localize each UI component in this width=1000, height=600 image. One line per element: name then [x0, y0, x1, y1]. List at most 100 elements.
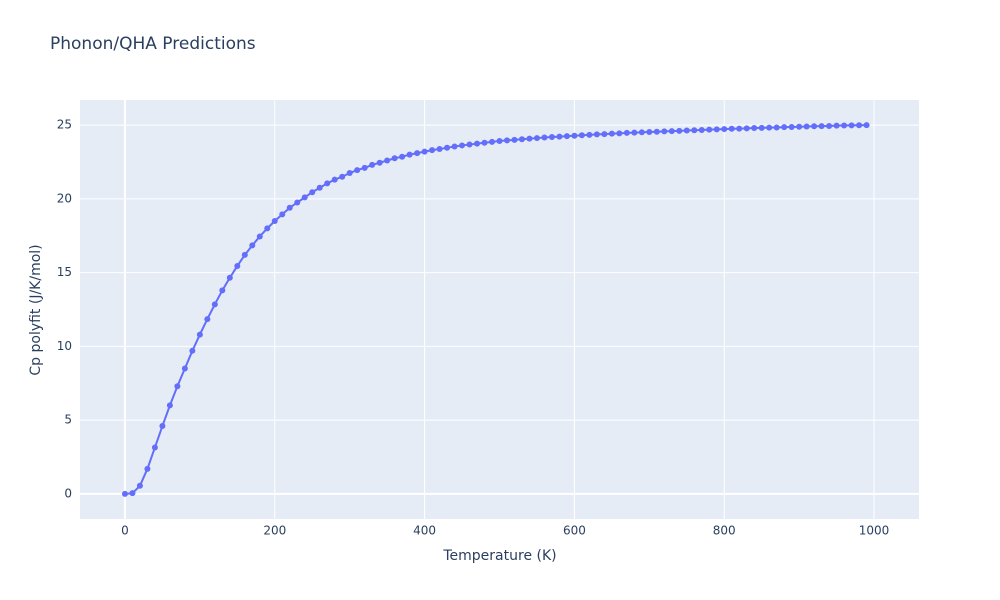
marker: [526, 135, 533, 142]
x-tick-label: 800: [713, 524, 736, 538]
marker: [541, 134, 548, 141]
y-tick-label: 10: [57, 339, 72, 353]
x-tick-label: 1000: [859, 524, 890, 538]
marker: [683, 127, 690, 134]
marker: [848, 122, 855, 129]
marker: [571, 132, 578, 139]
marker: [646, 129, 653, 136]
marker: [196, 331, 203, 338]
x-axis-title: Temperature (K): [442, 548, 556, 564]
marker: [856, 122, 863, 129]
marker: [346, 170, 353, 177]
marker: [863, 122, 870, 129]
marker: [369, 161, 376, 168]
marker: [721, 126, 728, 133]
marker: [661, 128, 668, 135]
marker: [144, 465, 151, 472]
marker: [518, 136, 525, 143]
marker: [331, 176, 338, 183]
marker: [354, 167, 361, 174]
marker: [841, 122, 848, 129]
marker: [151, 444, 158, 451]
marker: [578, 132, 585, 139]
marker: [219, 287, 226, 294]
marker: [601, 131, 608, 138]
marker: [668, 128, 675, 135]
marker: [451, 143, 458, 150]
marker: [264, 225, 271, 232]
marker: [339, 173, 346, 180]
marker: [294, 199, 301, 206]
marker: [279, 211, 286, 218]
marker: [481, 139, 488, 146]
marker: [698, 126, 705, 133]
marker: [459, 142, 466, 149]
marker: [811, 123, 818, 130]
marker: [174, 383, 181, 390]
x-tick-label: 600: [563, 524, 586, 538]
marker: [766, 124, 773, 131]
marker: [271, 217, 278, 224]
y-tick-label: 20: [57, 191, 72, 205]
marker: [496, 138, 503, 145]
marker: [653, 128, 660, 135]
marker: [616, 130, 623, 137]
marker: [803, 123, 810, 130]
marker: [563, 133, 570, 140]
marker: [691, 127, 698, 134]
y-tick-label: 25: [57, 118, 72, 132]
marker: [436, 145, 443, 152]
marker: [129, 490, 136, 497]
marker: [556, 133, 563, 140]
x-tick-label: 200: [263, 524, 286, 538]
y-tick-label: 15: [57, 265, 72, 279]
marker: [631, 129, 638, 136]
marker: [781, 124, 788, 131]
marker: [548, 134, 555, 141]
marker: [638, 129, 645, 136]
marker: [751, 125, 758, 132]
marker: [818, 123, 825, 130]
marker: [743, 125, 750, 132]
marker: [204, 316, 211, 323]
marker: [706, 126, 713, 133]
x-tick-label: 400: [413, 524, 436, 538]
marker: [376, 159, 383, 166]
marker: [361, 164, 368, 171]
marker: [391, 155, 398, 162]
marker: [234, 262, 241, 269]
marker: [249, 242, 256, 249]
marker: [241, 251, 248, 258]
marker: [301, 194, 308, 201]
marker: [593, 131, 600, 138]
marker: [406, 151, 413, 158]
marker: [226, 274, 233, 281]
marker: [166, 402, 173, 409]
y-tick-label: 5: [64, 413, 72, 427]
marker: [533, 135, 540, 142]
y-tick-label: 0: [64, 486, 72, 500]
marker: [136, 482, 143, 489]
marker: [309, 189, 316, 196]
marker: [826, 122, 833, 129]
x-tick-label: 0: [121, 524, 129, 538]
y-axis-title: Cp polyfit (J/K/mol): [28, 244, 44, 375]
line: [124, 124, 867, 495]
marker: [429, 147, 436, 154]
marker: [444, 144, 451, 151]
marker: [676, 127, 683, 134]
marker: [181, 365, 188, 372]
marker: [511, 136, 518, 143]
marker: [773, 124, 780, 131]
marker: [256, 233, 263, 240]
marker: [384, 157, 391, 164]
marker: [421, 148, 428, 155]
marker: [159, 423, 166, 430]
marker: [713, 126, 720, 133]
marker: [736, 125, 743, 132]
marker: [466, 141, 473, 148]
marker: [211, 301, 218, 308]
marker: [414, 150, 421, 157]
marker: [833, 122, 840, 129]
